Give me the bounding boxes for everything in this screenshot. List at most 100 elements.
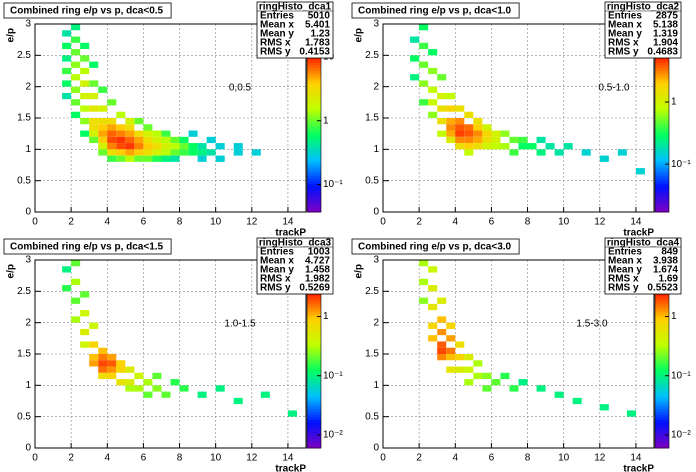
heatmap-cell [455,143,465,150]
palette-step [307,139,321,143]
palette-step [307,331,321,335]
heatmap-cell [197,391,207,398]
palette-step [655,300,669,304]
y-tick-label: 2 [25,317,31,328]
stats-label: RMS y [608,47,639,58]
x-axis-label: trackP [275,228,306,239]
annotation: 1.5-3.0 [576,319,608,330]
y-tick-label: 2 [25,81,31,92]
y-axis-label: e/p [6,28,17,42]
x-tick-label: 2 [416,453,422,464]
heatmap-cell [134,136,144,144]
y-tick-label: 3 [373,255,379,266]
heatmap-cell [197,149,207,156]
heatmap-cell [71,99,81,106]
palette-step [307,313,321,317]
palette-step [307,422,321,426]
palette-step [655,349,669,353]
heatmap-cell [536,149,546,156]
palette-step [307,342,321,346]
heatmap-cell [446,124,456,131]
palette-step [655,139,669,143]
heatmap-cell [527,143,537,150]
palette-step [655,67,669,71]
heatmap-cell [125,124,135,131]
heatmap-cell [134,385,144,392]
palette-step [307,326,321,330]
heatmap-cell [62,30,72,37]
heatmap-cell [125,366,135,373]
palette-step [307,124,321,128]
heatmap-cell [482,372,492,380]
x-tick-label: 14 [630,453,642,464]
heatmap-cell [179,149,189,156]
heatmap-cell [89,61,99,68]
heatmap-cell [437,118,447,125]
x-tick-label: 6 [141,217,147,228]
palette-step [307,119,321,123]
stats-label: RMS x [260,38,291,49]
palette-step [655,162,669,166]
heatmap-cell [107,354,117,361]
title-box [3,2,172,19]
palette-step [307,209,321,213]
palette-step [307,386,321,390]
palette-step [655,298,669,302]
stats-label: Mean x [260,20,294,31]
stats-box [604,237,682,295]
palette-step [307,170,321,174]
y-tick-label: 3 [25,19,31,30]
heatmap-cell [107,124,117,131]
palette-step [655,347,669,351]
heatmap-cell [446,130,456,137]
palette-step [655,157,669,161]
stats-label: Mean y [260,265,294,276]
palette-step [307,305,321,309]
palette-step [307,137,321,141]
heatmap-cell [437,105,447,112]
heatmap-cell [509,385,519,392]
palette-step [307,367,321,371]
heatmap-cell [107,99,117,106]
heatmap-cell [437,316,447,323]
y-tick-label: 1 [25,380,31,391]
palette-step [655,409,669,413]
heatmap-cell [80,67,90,75]
heatmap-cell [71,86,81,93]
stats-label: RMS x [260,274,291,285]
palette-step [307,57,321,61]
stats-value: 5.138 [653,20,678,31]
heatmap-cell [437,92,447,100]
palette-step [307,432,321,436]
x-tick-label: 12 [594,453,606,464]
palette-step [655,209,669,213]
heatmap-cell [206,136,216,144]
heatmap-cell [143,155,153,162]
heatmap-cell [482,130,492,137]
heatmap-cell [179,143,189,150]
heatmap-cell [446,136,456,144]
heatmap-cell [473,124,483,131]
heatmap-cell [233,149,243,156]
heatmap-cell [446,322,456,329]
palette-step [307,365,321,369]
palette-step [307,391,321,395]
stats-label: Entries [608,11,642,22]
x-tick-label: 12 [594,217,606,228]
heatmap-cell [464,354,474,361]
heatmap-cell [107,130,117,137]
heatmap-cell [482,385,492,392]
heatmap-cell [143,136,153,144]
heatmap-cell [509,136,519,144]
annotation: 0.5-1.0 [598,83,630,94]
heatmap-cell [455,354,465,361]
heatmap-cell [419,24,429,31]
heatmap-cell [233,143,243,150]
heatmap-cell [161,149,171,156]
palette-step [307,157,321,161]
heatmap-cell [161,136,171,144]
palette-step [655,295,669,299]
heatmap-cell [98,360,108,367]
heatmap-cell [428,266,438,273]
pad: 0 2 4 6 8 10 12 14 0 0.5 1 1.5 2 2.5 3 trackP e/p 1 10⁻¹ 10… [0,236,348,472]
